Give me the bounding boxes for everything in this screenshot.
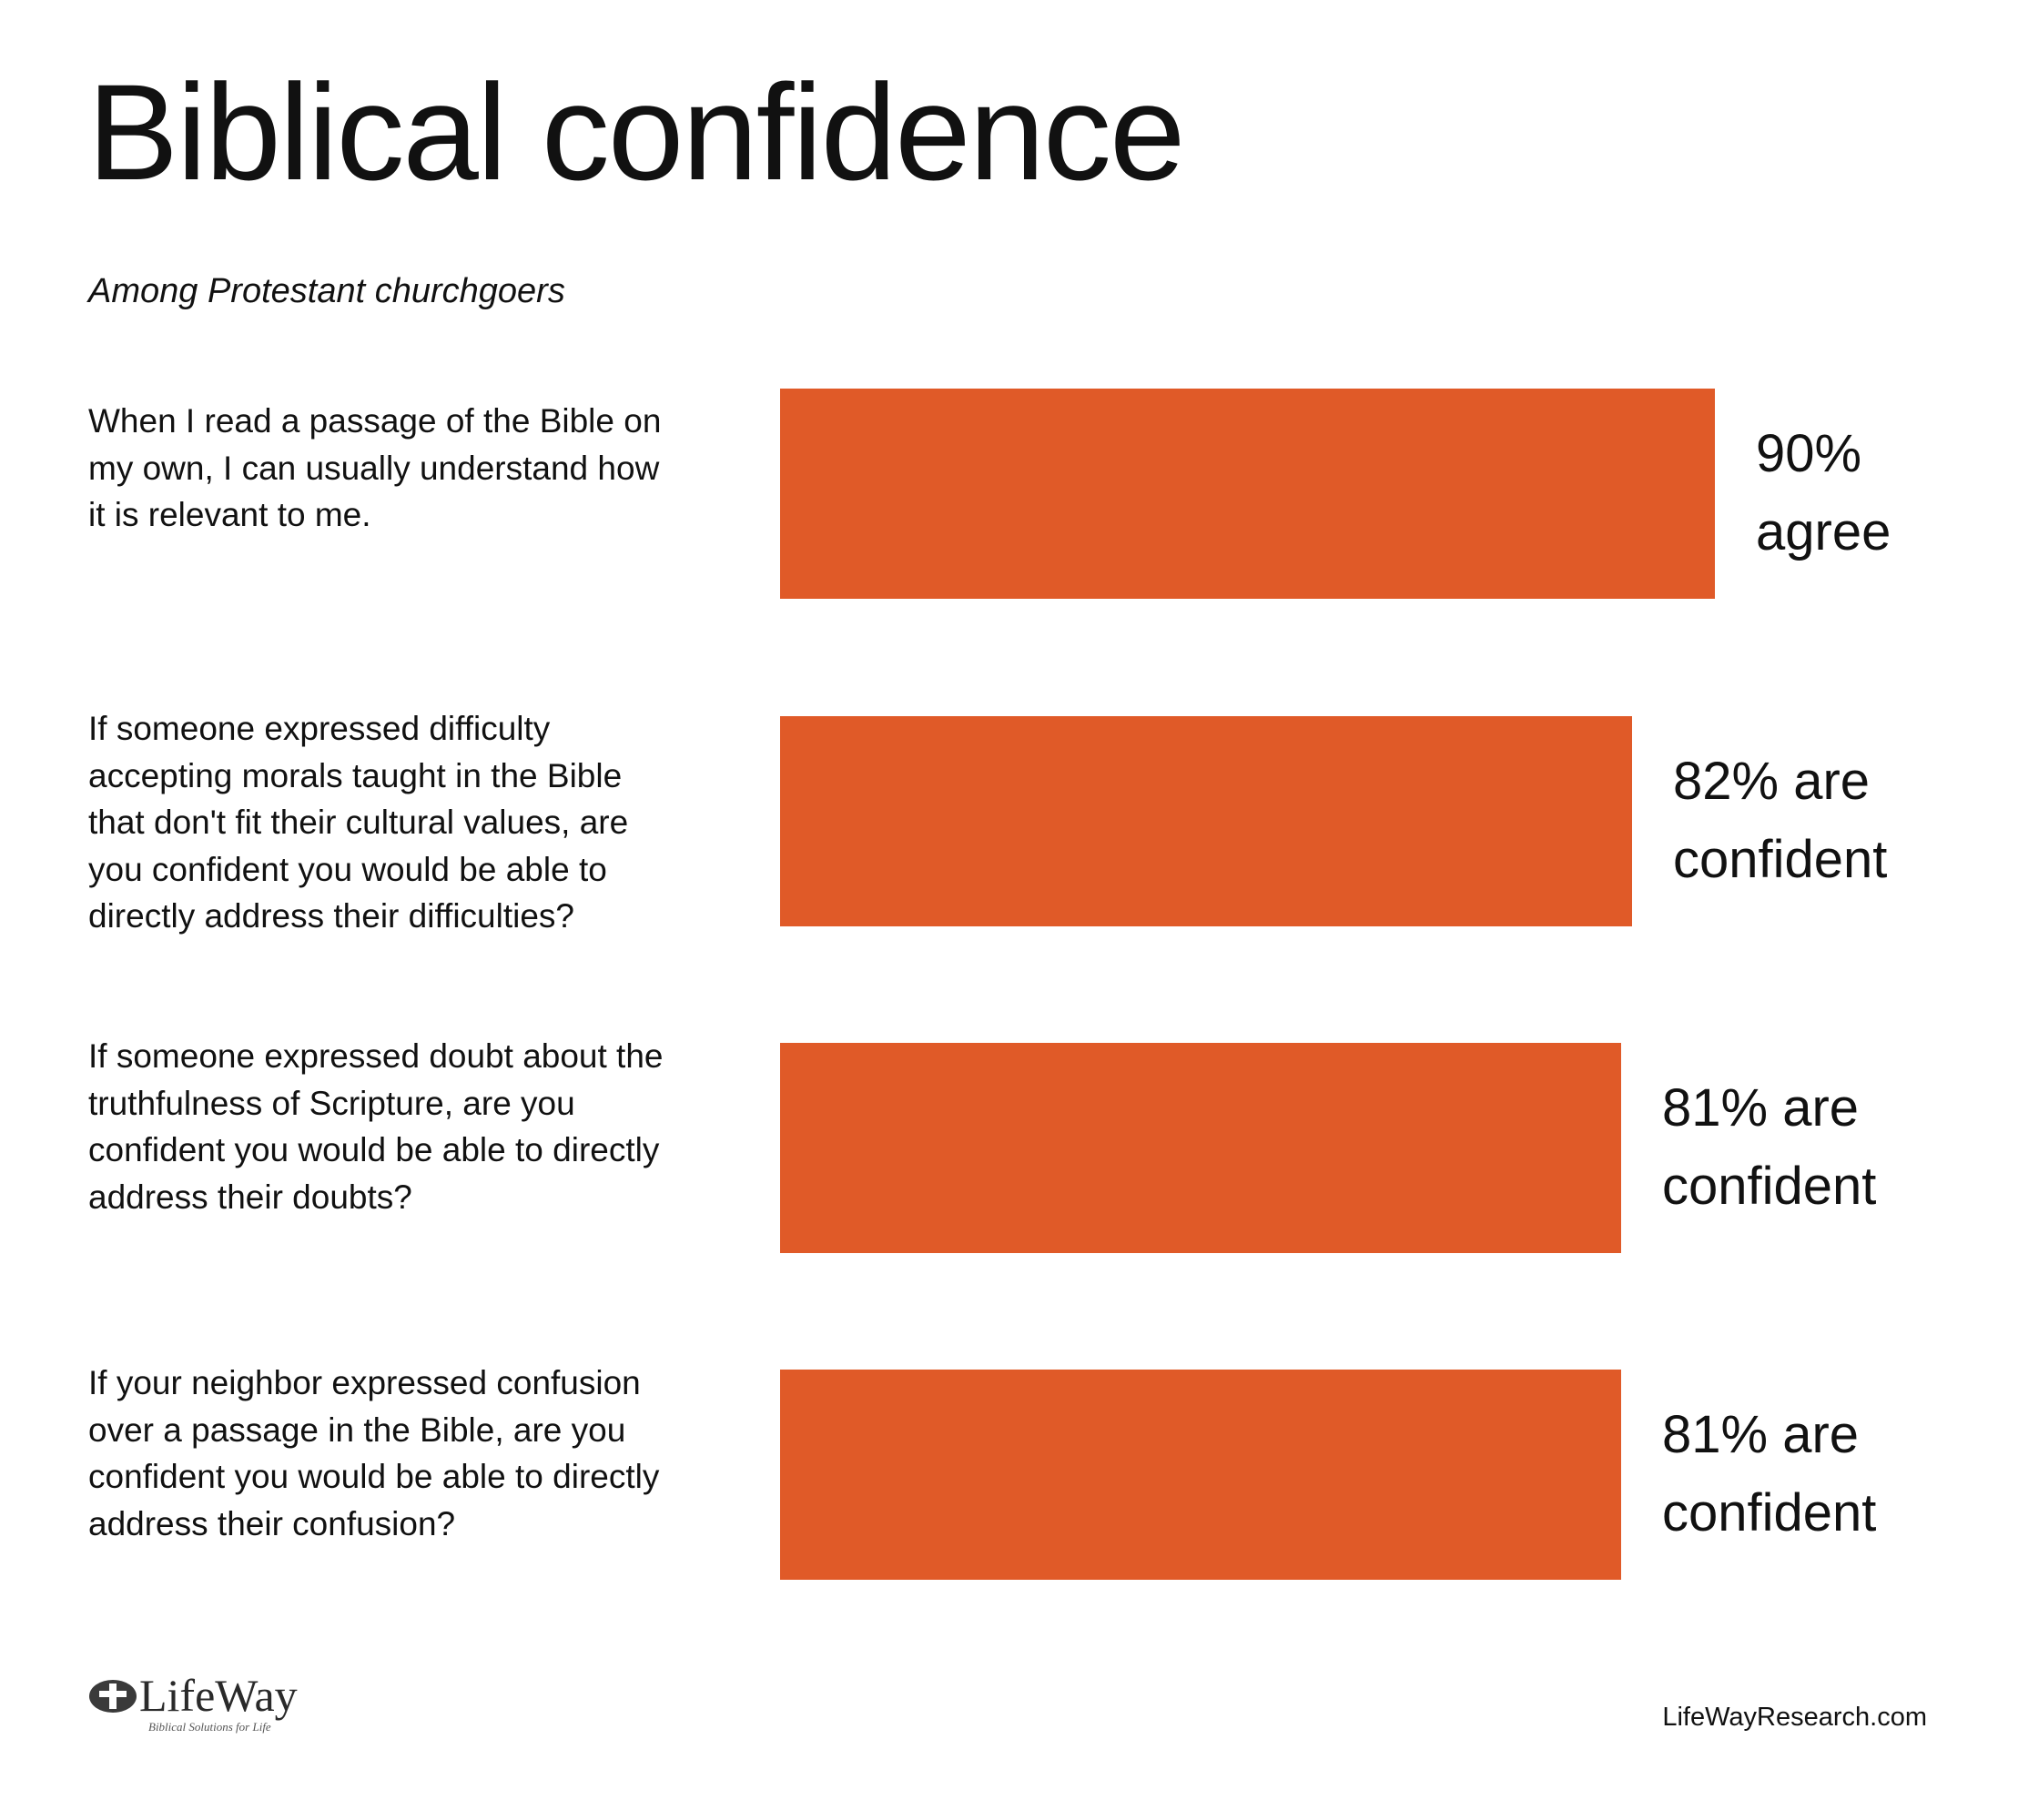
data-label-line: confident xyxy=(1662,1157,1877,1216)
logo-wordmark: LifeWay xyxy=(139,1670,298,1721)
bar-data-label: 90% agree xyxy=(1756,415,1891,571)
lifeway-mark-icon xyxy=(89,1680,137,1713)
lifeway-logo: LifeWay Biblical Solutions for Life xyxy=(88,1673,325,1736)
bar-category-label: If someone expressed doubt about the trut… xyxy=(88,1033,762,1220)
category-label-line: that don't fit their cultural values, ar… xyxy=(88,804,629,841)
category-label-line: If your neighbor expressed confusion xyxy=(88,1364,641,1401)
category-label-line: If someone expressed doubt about the xyxy=(88,1037,664,1075)
bar xyxy=(780,389,1715,599)
category-label-line: directly address their difficulties? xyxy=(88,897,575,935)
bar-data-label: 82% are confident xyxy=(1673,743,1887,899)
bar xyxy=(780,1370,1621,1580)
category-label-line: my own, I can usually understand how xyxy=(88,449,660,487)
category-label-line: over a passage in the Bible, are you xyxy=(88,1410,626,1449)
logo-tagline: Biblical Solutions for Life xyxy=(148,1720,271,1734)
chart-subtitle: Among Protestant churchgoers xyxy=(88,272,565,310)
bar xyxy=(780,1043,1621,1253)
category-label-line: When I read a passage of the Bible on xyxy=(88,402,662,440)
bar xyxy=(780,716,1632,926)
bar-category-label: If someone expressed difficulty accepting… xyxy=(88,705,762,940)
bar-category-label: When I read a passage of the Bible on my … xyxy=(88,398,762,539)
website-url: LifeWayResearch.com xyxy=(1662,1703,1927,1732)
category-label-line: truthfulness of Scripture, are you xyxy=(88,1084,575,1122)
chart-title: Biblical confidence xyxy=(87,56,1185,208)
category-label-line: confident you would be able to directly xyxy=(88,1131,660,1168)
data-label-line: 82% are xyxy=(1673,752,1871,811)
data-label-line: 81% are xyxy=(1662,1405,1860,1464)
bar-data-label: 81% are confident xyxy=(1662,1396,1876,1552)
category-label-line: address their doubts? xyxy=(88,1178,412,1216)
data-label-line: agree xyxy=(1756,502,1891,561)
category-label-line: confident you would be able to directly xyxy=(88,1458,660,1495)
data-label-line: 90% xyxy=(1756,424,1862,483)
category-label-line: accepting morals taught in the Bible xyxy=(88,756,623,794)
bar-data-label: 81% are confident xyxy=(1662,1069,1876,1226)
category-label-line: address their confusion? xyxy=(88,1504,456,1542)
category-label-line: you confident you would be able to xyxy=(88,850,607,888)
data-label-line: confident xyxy=(1673,830,1888,889)
data-label-line: confident xyxy=(1662,1483,1877,1542)
bar-category-label: If your neighbor expressed confusion over… xyxy=(88,1360,762,1547)
data-label-line: 81% are xyxy=(1662,1078,1860,1138)
category-label-line: it is relevant to me. xyxy=(88,496,371,533)
category-label-line: If someone expressed difficulty xyxy=(88,710,551,747)
